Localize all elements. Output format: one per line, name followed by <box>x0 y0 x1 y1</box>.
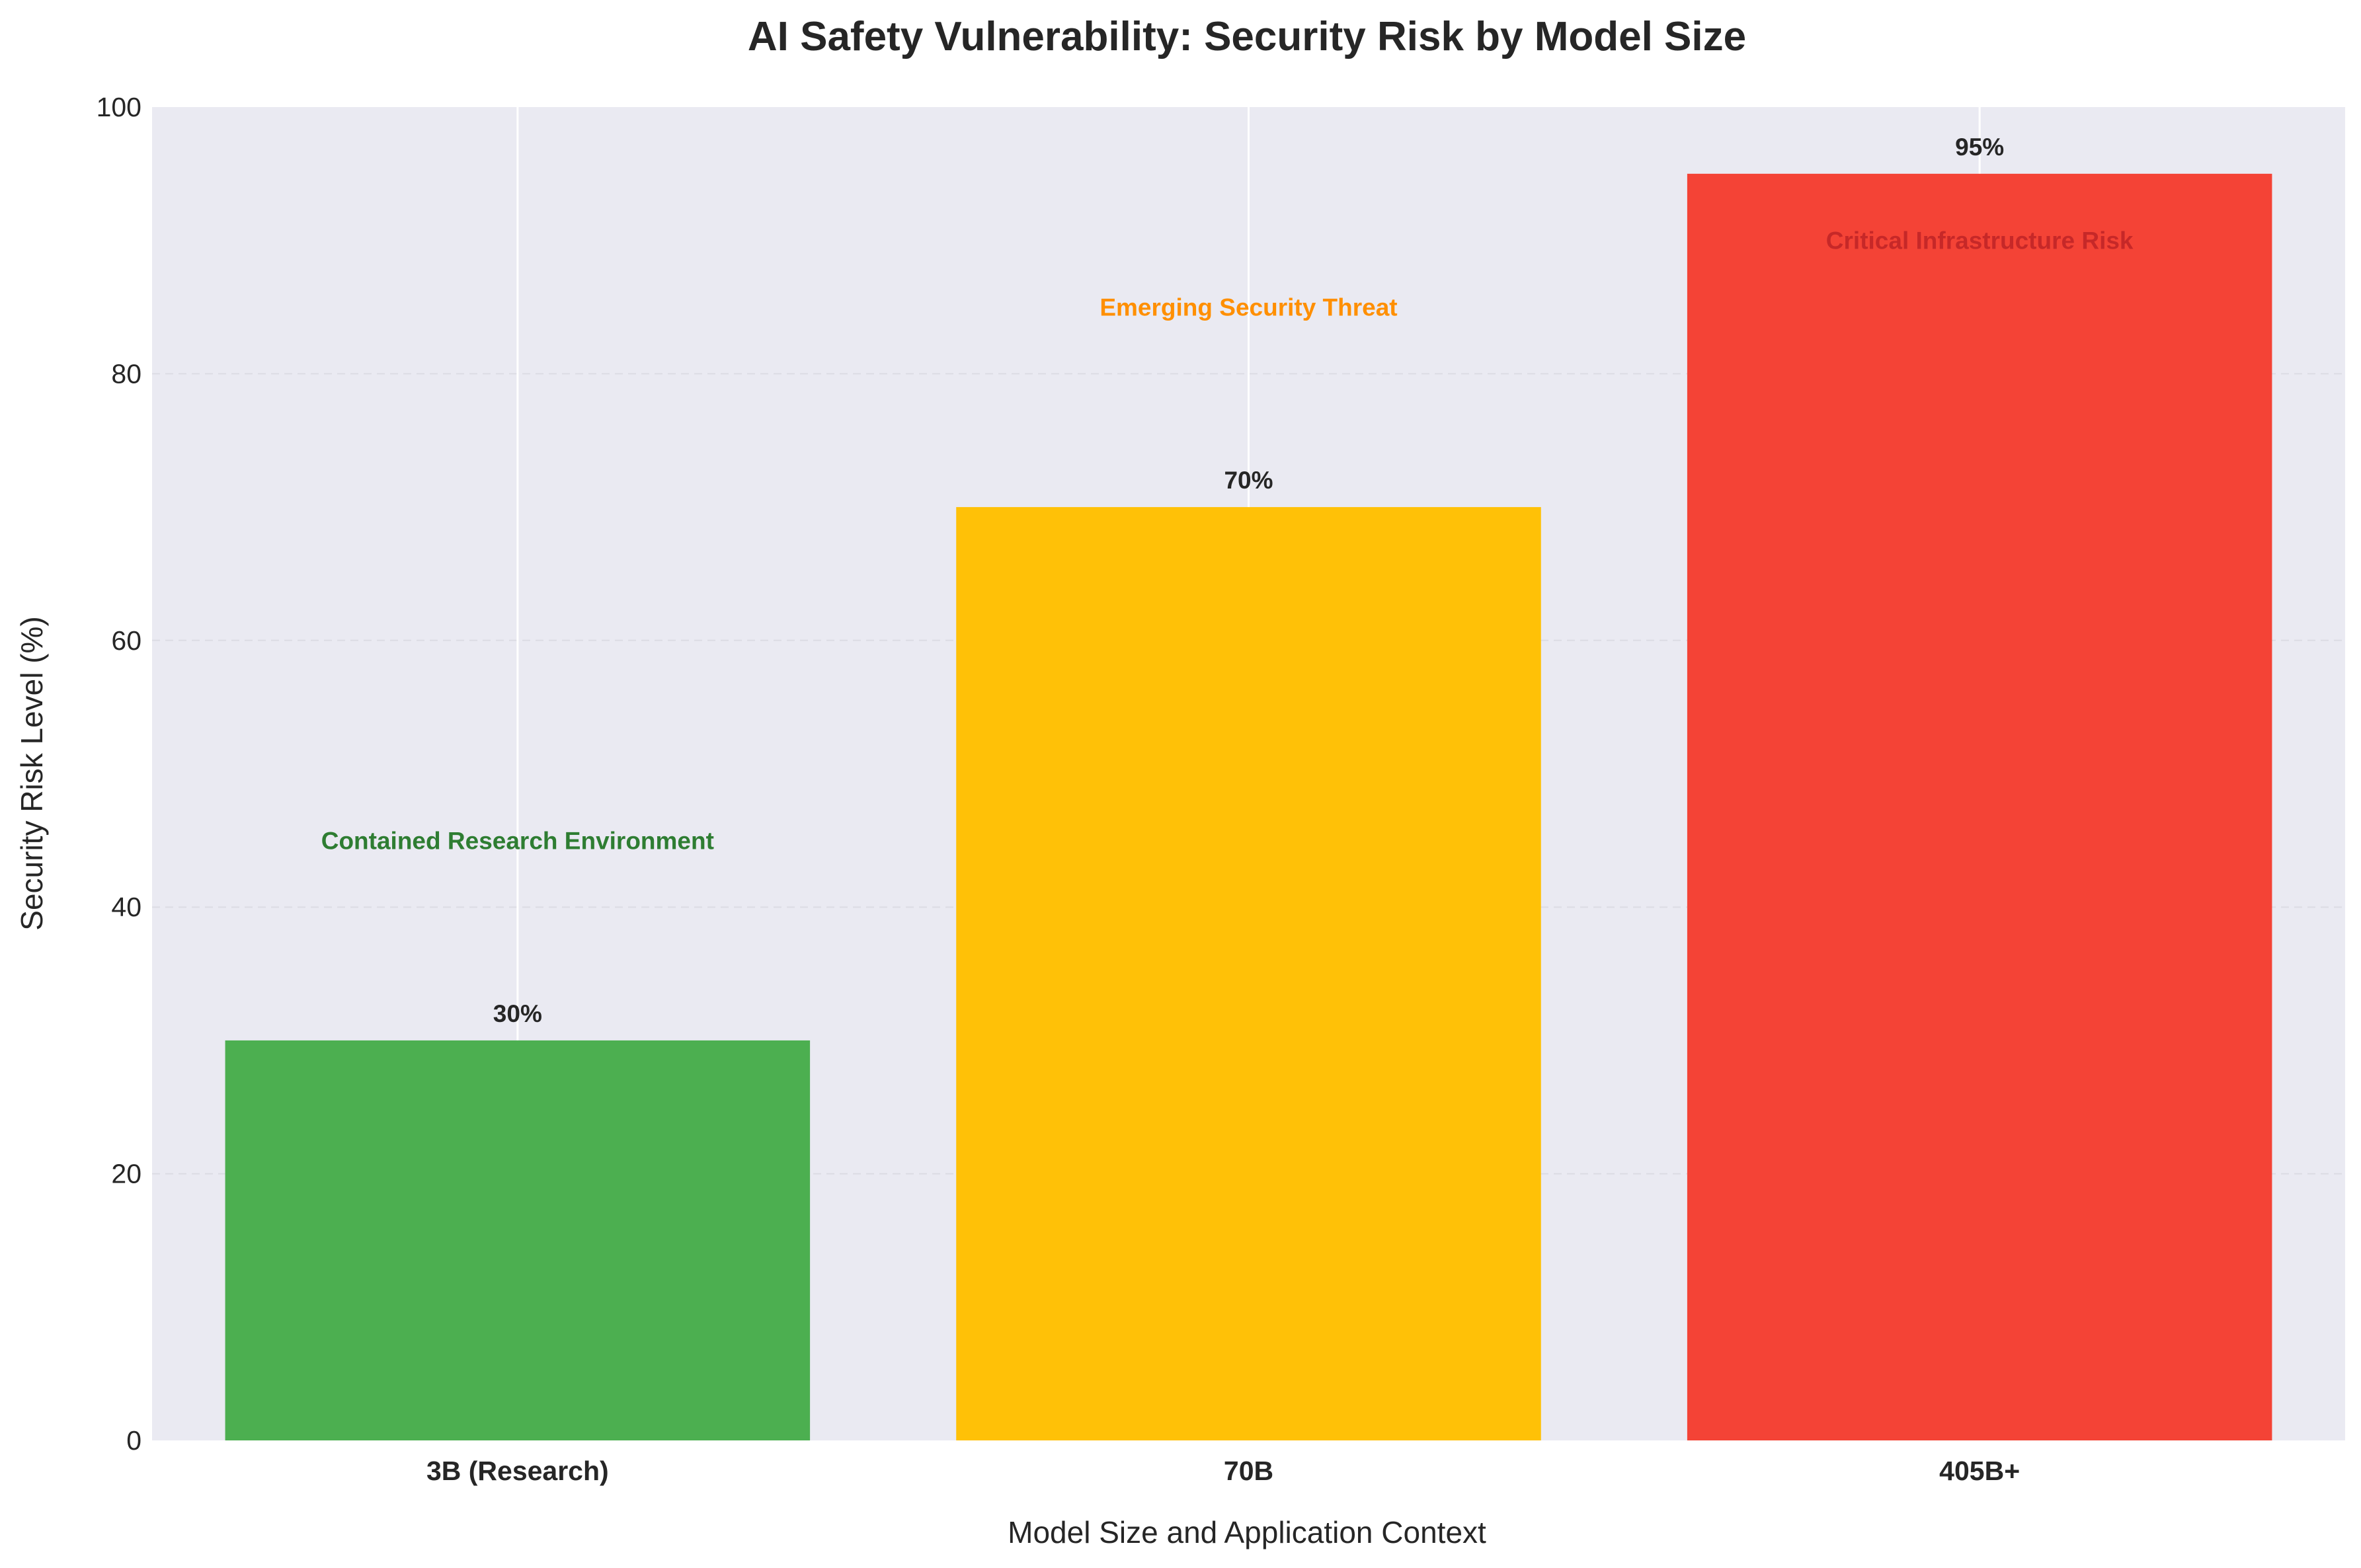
value-label: 70% <box>1224 467 1273 494</box>
y-tick-label: 100 <box>97 92 141 122</box>
y-axis-label: Security Risk Level (%) <box>15 616 49 930</box>
value-label: 30% <box>493 1000 542 1027</box>
annotation-label: Contained Research Environment <box>321 827 714 854</box>
annotation-label: Critical Infrastructure Risk <box>1826 227 2134 255</box>
x-axis-label: Model Size and Application Context <box>1008 1515 1486 1549</box>
x-tick-label: 3B (Research) <box>426 1456 609 1486</box>
y-tick-label: 40 <box>111 892 141 922</box>
chart-title: AI Safety Vulnerability: Security Risk b… <box>748 14 1746 59</box>
x-tick-label: 405B+ <box>1939 1456 2020 1486</box>
annotation-label: Emerging Security Threat <box>1100 294 1397 321</box>
y-tick-label: 20 <box>111 1159 141 1189</box>
y-tick-label: 80 <box>111 358 141 389</box>
value-label: 95% <box>1955 134 2004 161</box>
bar-2 <box>956 507 1541 1440</box>
x-tick-label: 70B <box>1224 1456 1273 1486</box>
bar-1 <box>225 1040 811 1440</box>
bar-3 <box>1687 173 2272 1441</box>
y-tick-label: 0 <box>126 1425 141 1456</box>
y-tick-label: 60 <box>111 625 141 656</box>
